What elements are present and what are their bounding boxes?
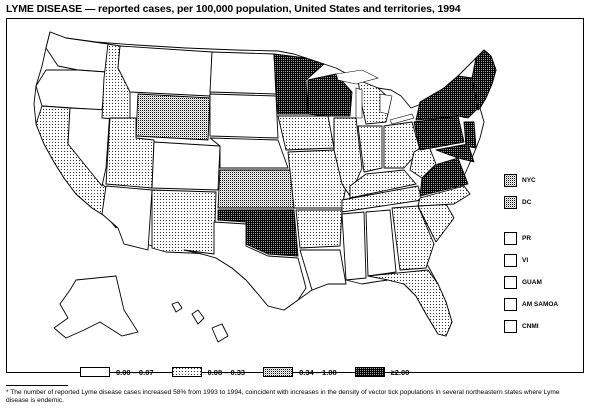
state-iowa [277,115,335,151]
us-choropleth-map [33,31,497,343]
map-title: LYME DISEASE — reported cases, per 100,0… [6,3,461,15]
state-arizona [101,185,153,251]
state-missouri [287,149,347,209]
territory-swatch [504,298,517,311]
lake-huron [379,93,393,115]
territory-label: NYC [522,177,536,184]
territory-swatch [504,174,517,187]
legend-swatch [171,367,202,377]
legend-label: 0.34 – 1.08 [299,367,337,377]
state-alaska [53,275,139,339]
territory-item: GUAM [504,276,542,289]
legend-label: 0.00 – 0.07 [116,367,154,377]
state-north-carolina [417,185,471,207]
state-kentucky [349,169,417,199]
legend-label: 0.08 – 0.33 [207,367,246,377]
lake-erie [389,113,415,125]
state-oregon [35,69,107,111]
state-texas [183,221,307,311]
legend: 0.00 – 0.07 0.08 – 0.33 0.34 – 1.08 ≥2.00 [80,367,409,377]
territory-label: PR [522,235,532,242]
lake-michigan [355,87,363,119]
state-oklahoma [217,209,299,257]
state-utah [105,117,155,189]
territory-item: NYC [504,174,536,187]
territory-swatch [504,196,517,209]
state-colorado [151,141,221,191]
state-north-dakota [209,51,277,95]
footnote-rule [6,385,68,386]
state-florida [367,269,453,337]
state-montana [117,45,213,97]
state-south-dakota [209,93,279,139]
territory-legend: NYC DC PR VI GUAM AM SAMOA CNMI [504,174,560,334]
legend-swatch [80,367,110,377]
territory-item: AM SAMOA [504,298,558,311]
legend-item: ≥2.00 [354,367,410,377]
legend-item: 0.34 – 1.08 [263,367,337,377]
footnote: * The number of reported Lyme disease ca… [6,389,560,404]
state-virginia [419,157,469,197]
state-maryland-delaware [435,143,475,163]
territory-swatch [504,254,517,267]
state-new-york [415,75,479,121]
state-new-mexico [151,189,217,255]
state-mississippi [341,211,367,281]
state-arkansas [295,209,343,249]
territory-swatch [504,276,517,289]
state-new-jersey [463,121,477,149]
state-georgia [391,205,435,271]
lake-superior [335,69,379,85]
territory-label: VI [522,257,529,264]
territory-label: AM SAMOA [522,301,559,308]
legend-item: 0.08 – 0.33 [171,367,246,377]
state-kansas [217,169,295,209]
territory-label: CNMI [522,323,539,330]
territory-item: PR [504,232,531,245]
state-minnesota [273,53,325,115]
territory-item: CNMI [504,320,539,333]
legend-item: 0.00 – 0.07 [80,367,154,377]
state-alabama [365,209,397,277]
state-hawaii [171,301,229,343]
legend-swatch [263,367,294,377]
state-nebraska [209,137,289,169]
legend-swatch [354,367,385,377]
territory-swatch [504,232,517,245]
territory-item: DC [504,196,531,209]
state-new-england [471,49,497,111]
state-wyoming [135,93,211,141]
territory-label: DC [522,199,532,206]
map-frame [6,18,584,373]
territory-swatch [504,320,517,333]
state-pennsylvania [413,115,465,151]
state-louisiana [299,249,347,291]
territory-label: GUAM [522,279,542,286]
legend-label: ≥2.00 [390,367,410,377]
territory-item: VI [504,254,528,267]
state-indiana [357,125,383,173]
